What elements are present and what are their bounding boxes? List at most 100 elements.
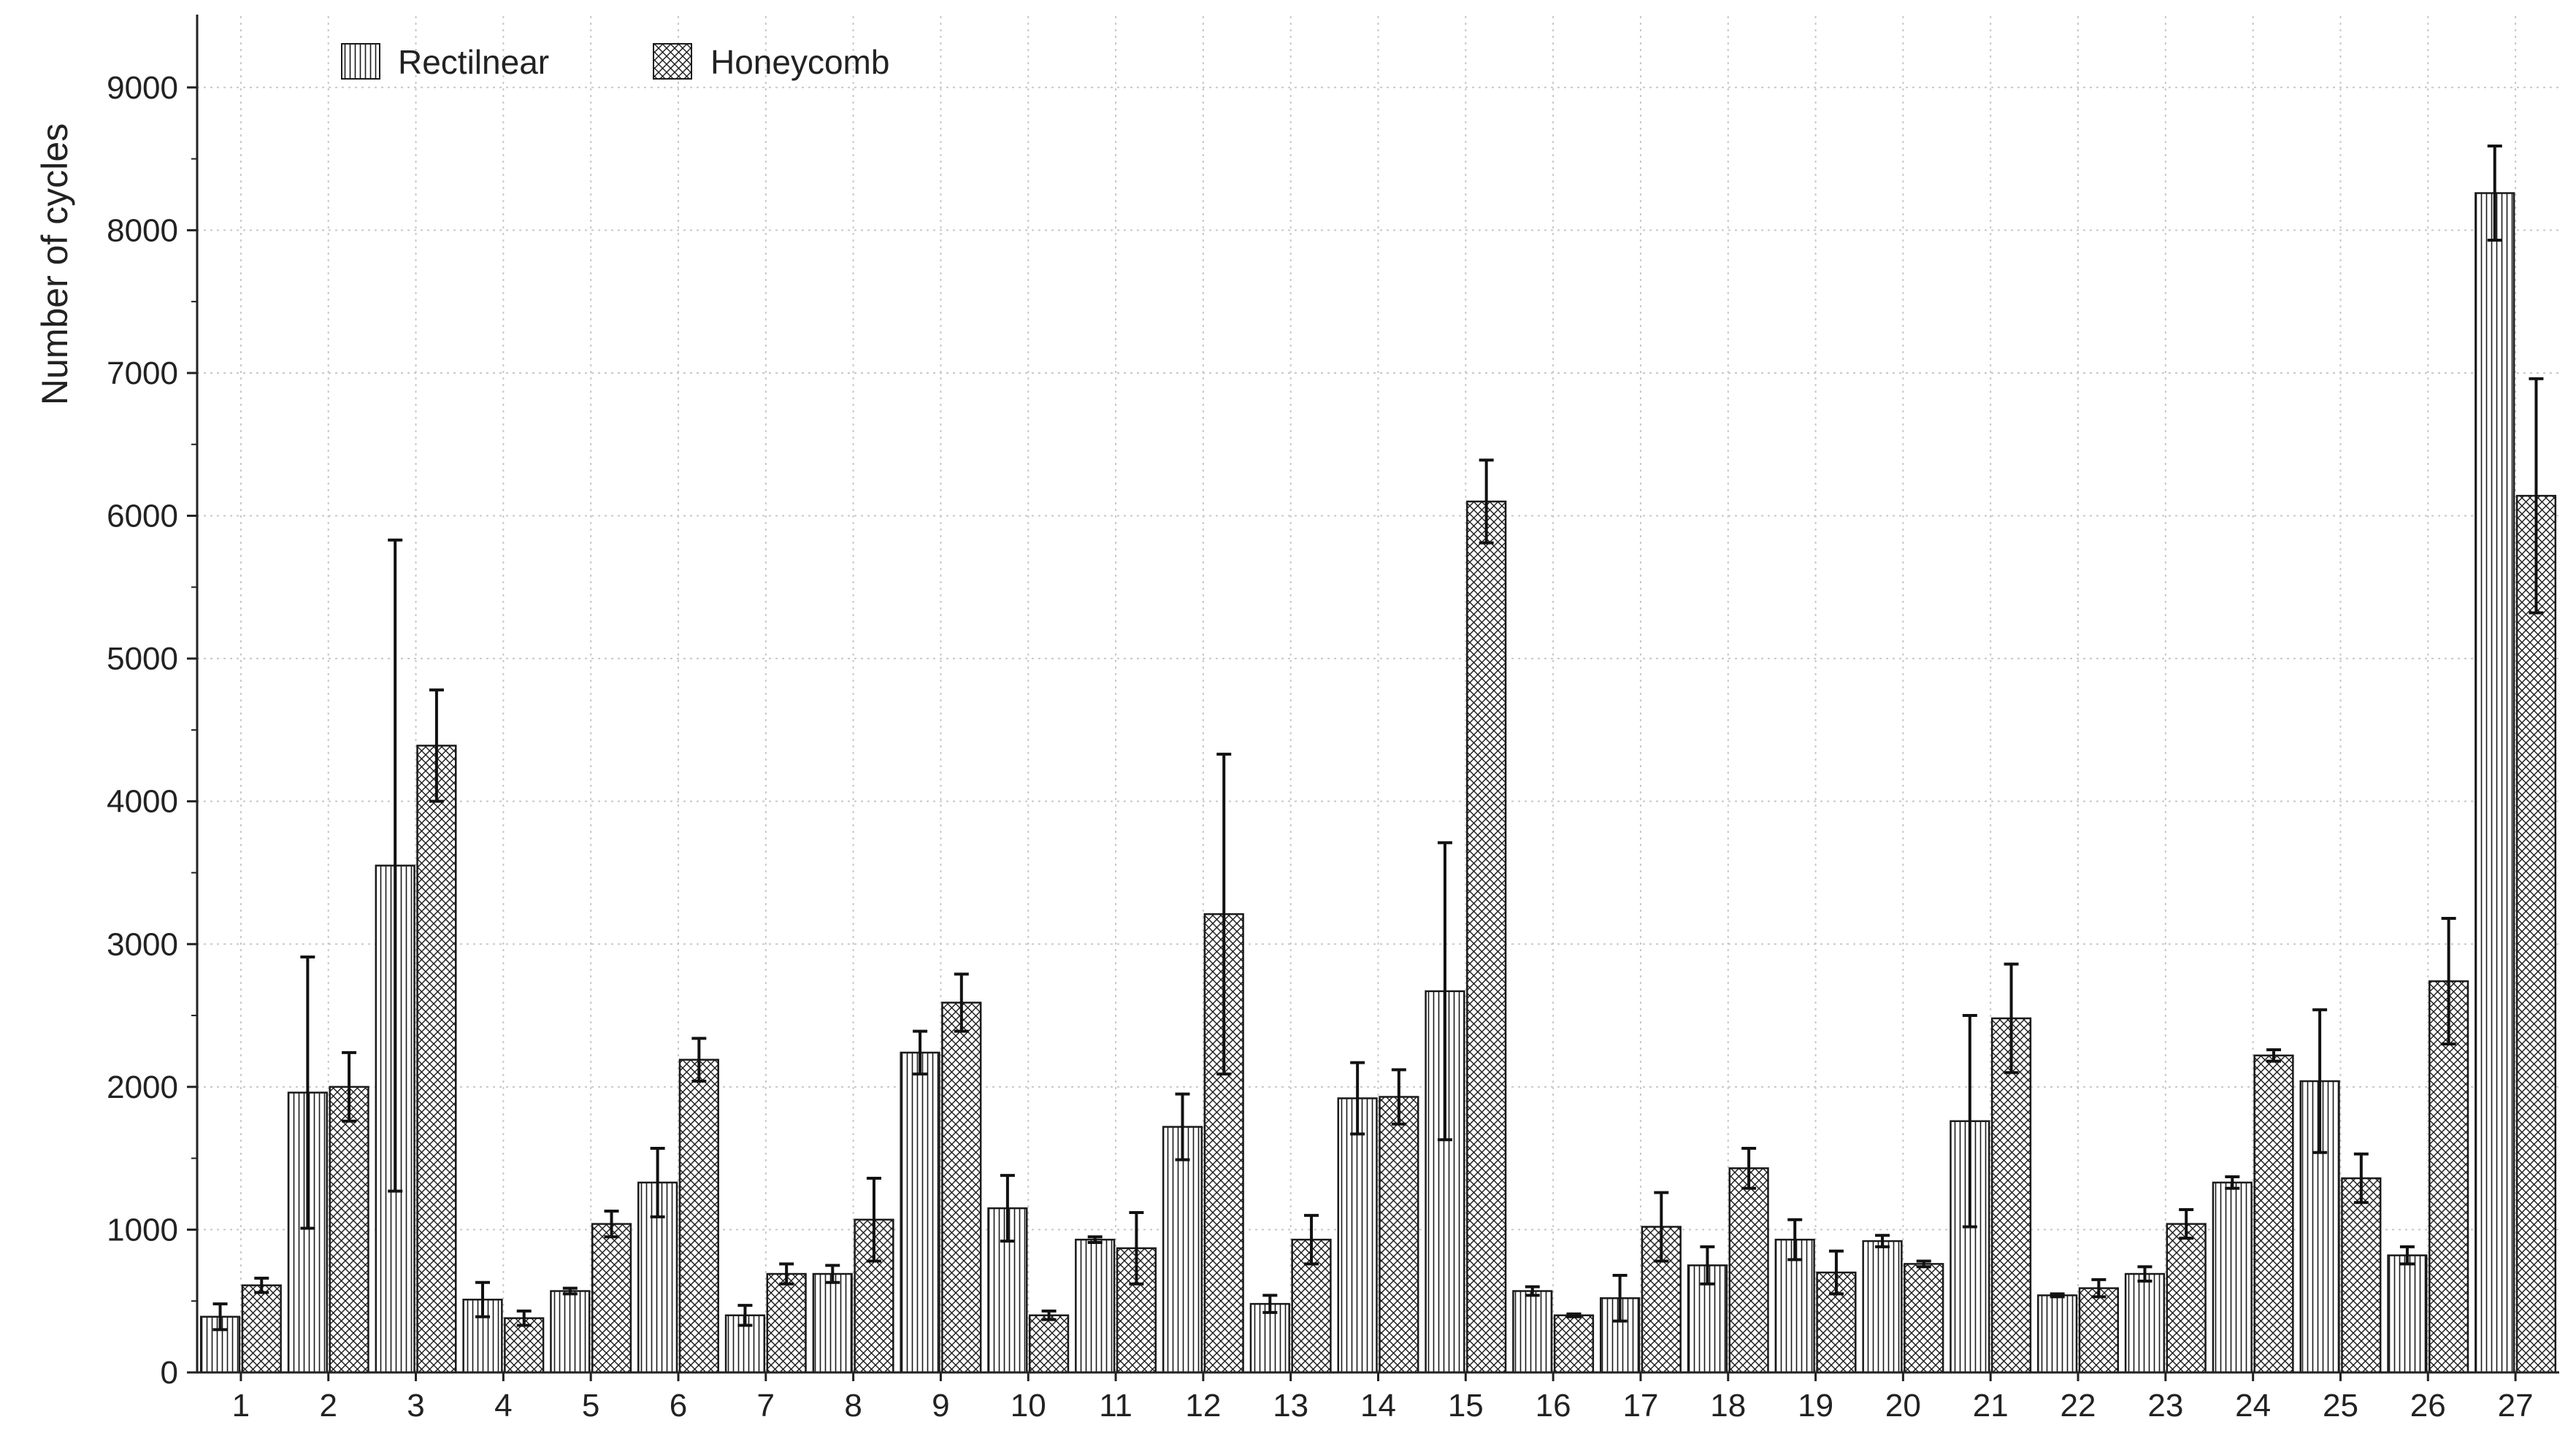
error-bar-rectilnear-16 [1525, 1285, 1540, 1297]
x-tick-label-17: 17 [1622, 1388, 1658, 1424]
error-bar-rectilnear-18 [1700, 1245, 1715, 1286]
x-tick-label-15: 15 [1448, 1388, 1484, 1424]
bar-rectilnear-12 [1162, 1126, 1203, 1374]
bar-honeycomb-7 [766, 1272, 807, 1374]
error-bar-rectilnear-2 [300, 955, 315, 1230]
bar-honeycomb-5 [591, 1223, 632, 1374]
bar-honeycomb-27 [2515, 494, 2557, 1374]
error-bar-honeycomb-13 [1304, 1213, 1319, 1266]
error-bar-rectilnear-4 [475, 1280, 490, 1318]
error-bar-honeycomb-16 [1566, 1312, 1582, 1318]
y-axis-label: Number of cycles [34, 123, 75, 405]
x-tick-label-6: 6 [670, 1388, 687, 1424]
error-bar-rectilnear-26 [2399, 1245, 2415, 1266]
bar-rectilnear-13 [1249, 1302, 1290, 1374]
y-tick-label-3000: 3000 [107, 926, 178, 962]
bar-honeycomb-22 [2078, 1287, 2119, 1374]
error-bar-rectilnear-6 [650, 1146, 665, 1218]
error-bar-honeycomb-23 [2179, 1208, 2194, 1240]
bar-honeycomb-14 [1379, 1096, 1419, 1374]
error-bar-rectilnear-24 [2225, 1175, 2240, 1190]
bar-rectilnear-9 [900, 1051, 940, 1374]
x-tick-label-9: 9 [932, 1388, 949, 1424]
error-bar-honeycomb-10 [1041, 1309, 1057, 1321]
bar-honeycomb-18 [1728, 1167, 1769, 1374]
x-tick-label-26: 26 [2410, 1388, 2446, 1424]
legend-swatch-honeycomb [653, 43, 692, 80]
y-tick-label-8000: 8000 [107, 212, 178, 248]
legend-label-honeycomb: Honeycomb [710, 43, 889, 81]
y-tick-label-0: 0 [161, 1355, 178, 1391]
error-bar-honeycomb-6 [691, 1037, 707, 1083]
bar-rectilnear-26 [2387, 1254, 2428, 1374]
error-bar-honeycomb-24 [2266, 1048, 2282, 1063]
bar-rectilnear-24 [2212, 1181, 2253, 1374]
x-tick-label-23: 23 [2147, 1388, 2183, 1424]
error-bar-honeycomb-11 [1129, 1210, 1144, 1286]
error-bar-honeycomb-8 [866, 1177, 881, 1263]
grid-lines [197, 16, 2559, 1372]
error-bar-rectilnear-9 [913, 1029, 928, 1076]
x-tick-label-4: 4 [494, 1388, 512, 1424]
bar-rectilnear-23 [2124, 1272, 2166, 1374]
x-tick-label-13: 13 [1273, 1388, 1308, 1424]
error-bar-rectilnear-19 [1787, 1218, 1803, 1261]
error-bar-rectilnear-14 [1350, 1061, 1365, 1136]
bar-honeycomb-3 [416, 745, 457, 1374]
bar-honeycomb-25 [2341, 1177, 2382, 1374]
x-tick-label-21: 21 [1973, 1388, 2009, 1424]
error-bar-rectilnear-12 [1175, 1092, 1190, 1161]
bar-rectilnear-5 [550, 1290, 591, 1374]
error-bar-rectilnear-5 [562, 1286, 578, 1296]
error-bar-honeycomb-9 [954, 972, 969, 1033]
x-tick-label-14: 14 [1360, 1388, 1396, 1424]
error-bar-rectilnear-7 [737, 1304, 753, 1327]
bar-honeycomb-24 [2253, 1054, 2294, 1374]
bar-rectilnear-11 [1075, 1238, 1116, 1374]
error-bar-honeycomb-27 [2529, 377, 2544, 615]
error-bar-honeycomb-17 [1654, 1191, 1669, 1263]
x-tick-label-18: 18 [1710, 1388, 1746, 1424]
x-tick-label-11: 11 [1099, 1388, 1132, 1424]
error-bar-rectilnear-13 [1262, 1294, 1278, 1314]
error-bar-rectilnear-11 [1087, 1235, 1103, 1245]
y-tick-label-6000: 6000 [107, 499, 178, 534]
bar-honeycomb-2 [329, 1086, 369, 1374]
x-tick-label-8: 8 [844, 1388, 862, 1424]
error-bar-rectilnear-27 [2487, 144, 2502, 242]
bars [199, 144, 2557, 1374]
error-bar-rectilnear-21 [1962, 1014, 1977, 1229]
x-tick-label-10: 10 [1011, 1388, 1046, 1424]
legend-label-rectilinear: Rectilnear [398, 43, 549, 81]
bar-honeycomb-26 [2429, 980, 2469, 1374]
error-bar-rectilnear-8 [825, 1264, 840, 1284]
error-bar-rectilnear-15 [1437, 841, 1452, 1142]
error-bar-honeycomb-7 [779, 1262, 794, 1286]
error-bar-honeycomb-12 [1216, 753, 1232, 1076]
bar-rectilnear-16 [1512, 1290, 1553, 1374]
error-bar-honeycomb-1 [254, 1276, 269, 1294]
bar-honeycomb-1 [241, 1284, 282, 1374]
y-tick-label-9000: 9000 [107, 70, 178, 106]
error-bar-honeycomb-25 [2353, 1152, 2369, 1205]
bar-rectilnear-19 [1774, 1238, 1815, 1374]
error-bar-honeycomb-14 [1391, 1068, 1406, 1126]
error-bar-honeycomb-18 [1741, 1146, 1757, 1190]
x-tick-label-12: 12 [1185, 1388, 1221, 1424]
x-tick-label-19: 19 [1798, 1388, 1833, 1424]
error-bar-rectilnear-1 [212, 1302, 228, 1332]
error-bar-honeycomb-19 [1828, 1249, 1844, 1296]
error-bar-honeycomb-3 [429, 688, 444, 803]
x-tick-label-25: 25 [2323, 1388, 2358, 1424]
error-bar-rectilnear-20 [1875, 1234, 1890, 1248]
x-tick-label-24: 24 [2235, 1388, 2271, 1424]
x-tick-label-2: 2 [319, 1388, 337, 1424]
x-tick-label-7: 7 [757, 1388, 775, 1424]
error-bar-honeycomb-21 [2004, 962, 2019, 1075]
bar-honeycomb-6 [678, 1059, 719, 1374]
bar-honeycomb-9 [941, 1002, 982, 1374]
bar-honeycomb-15 [1466, 500, 1507, 1374]
bar-rectilnear-20 [1862, 1240, 1903, 1374]
